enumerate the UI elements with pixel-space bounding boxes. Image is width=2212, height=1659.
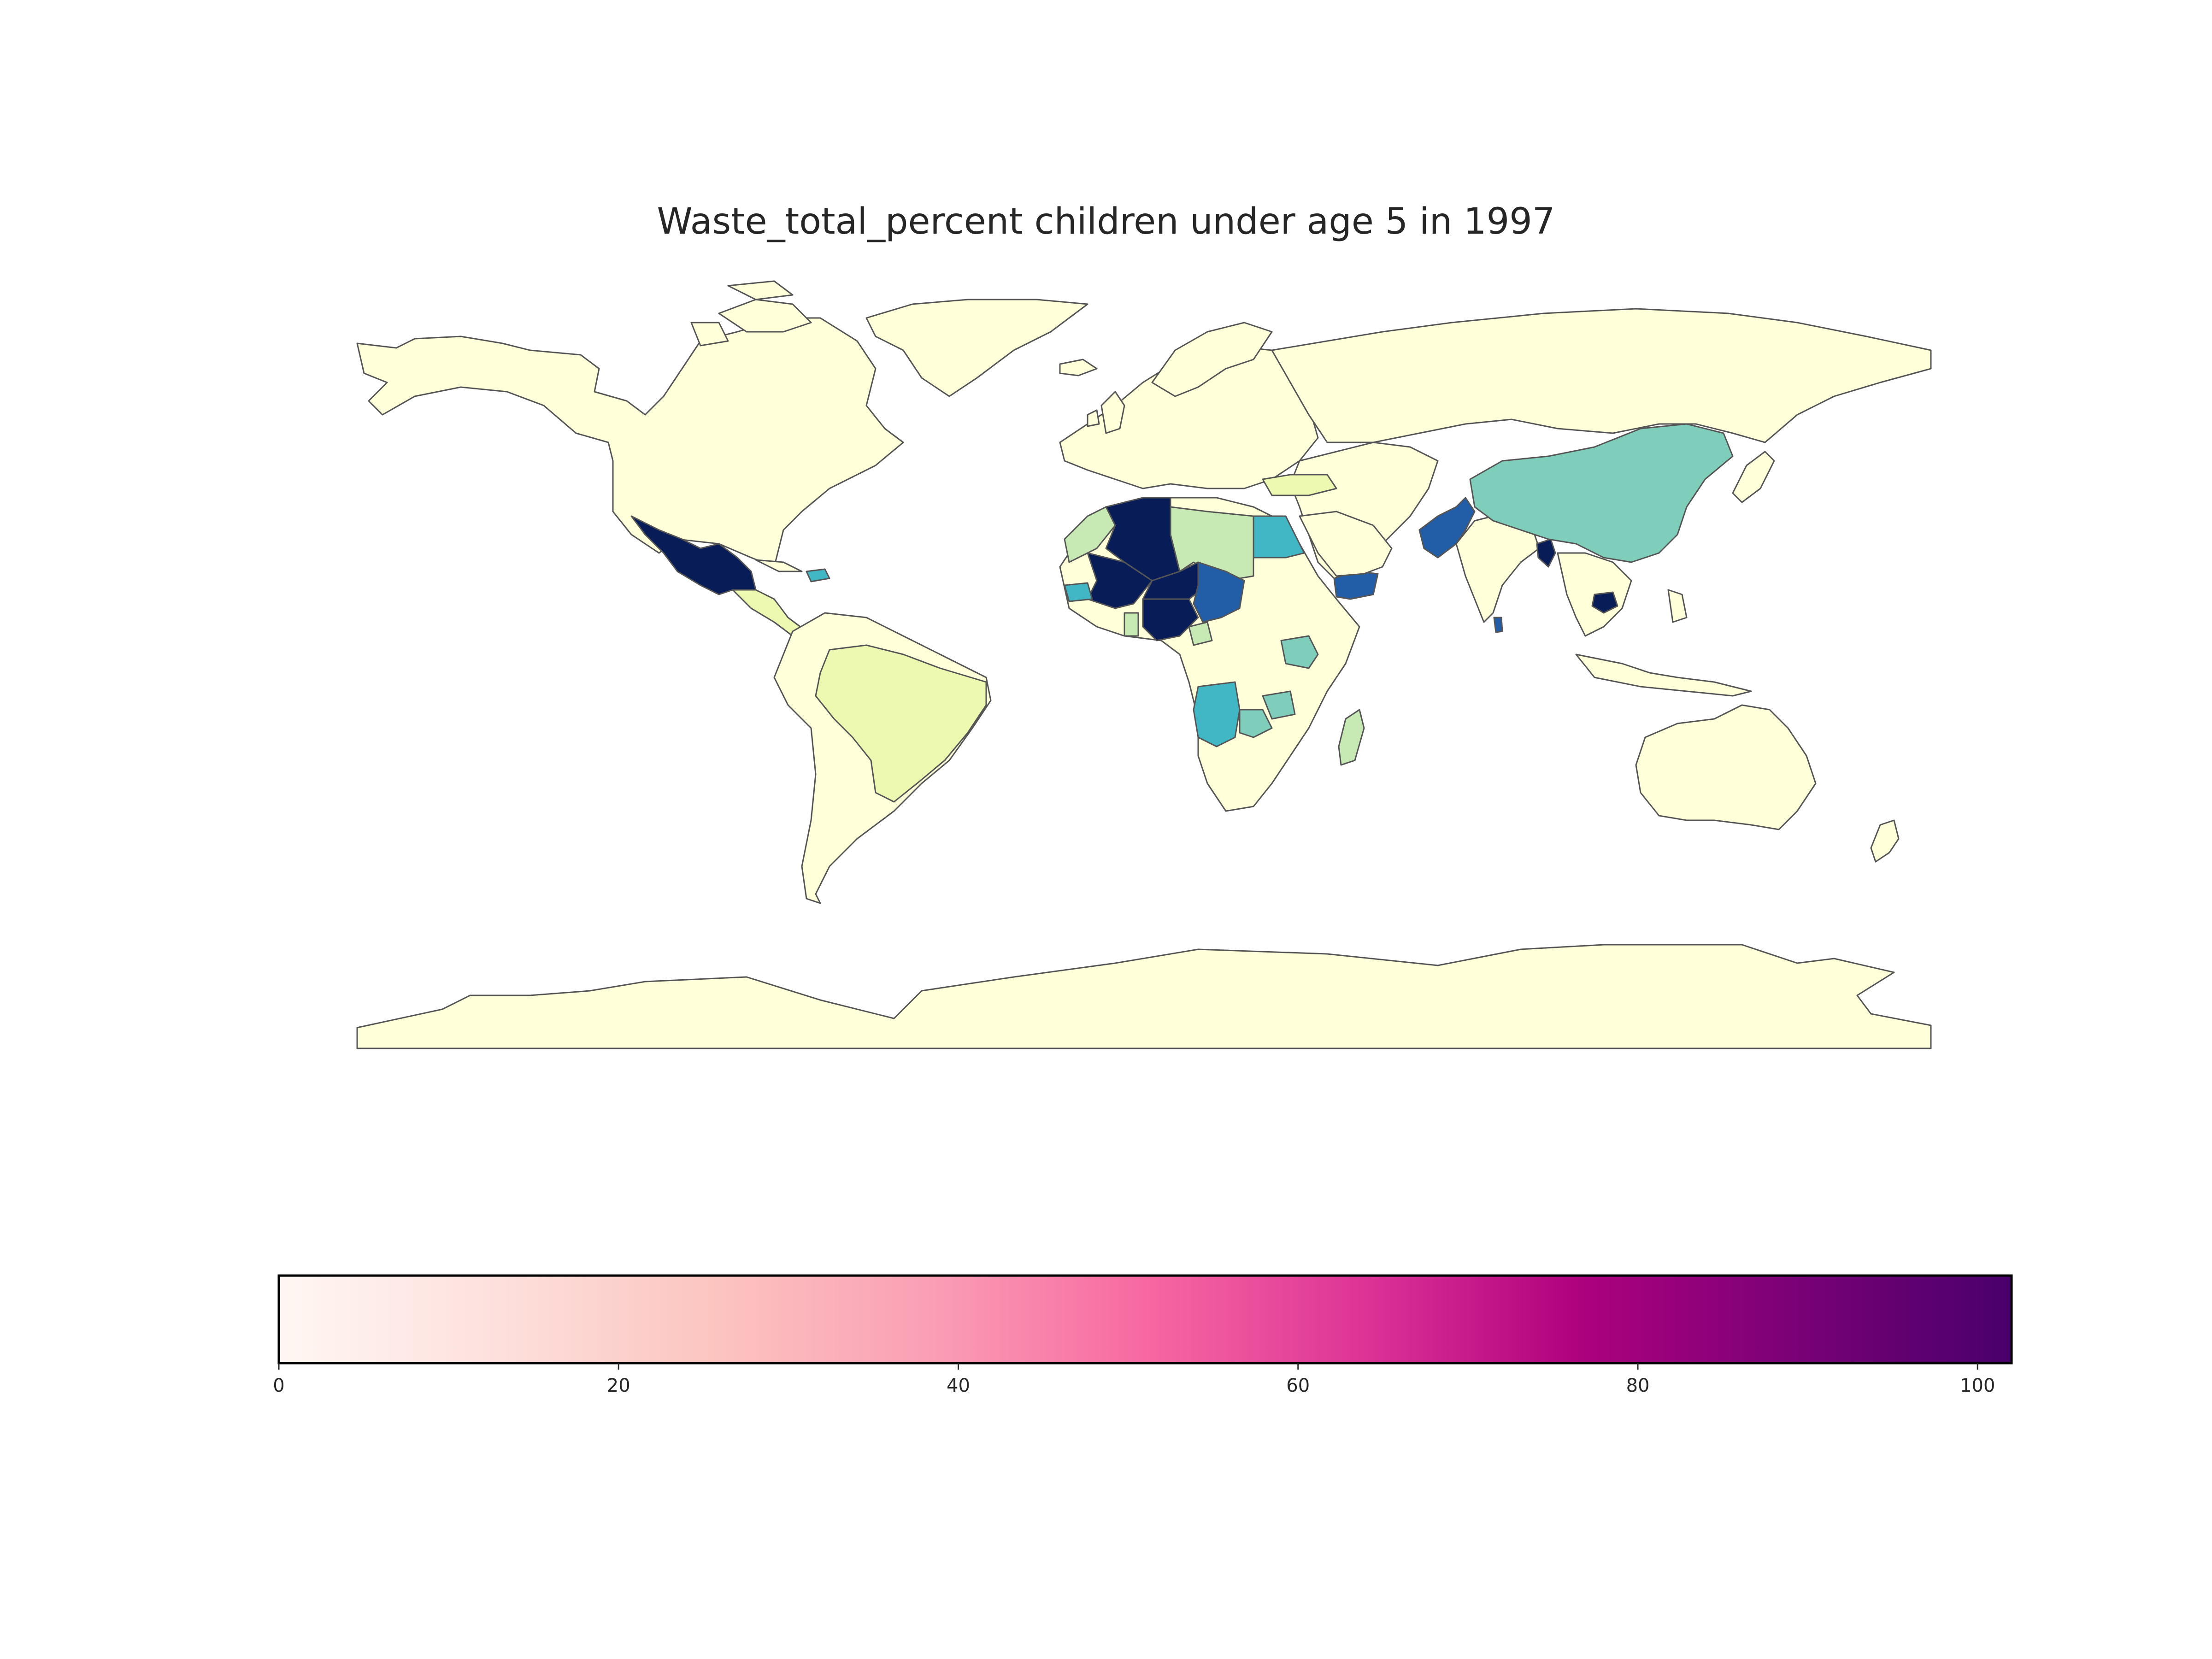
map-title: Waste_total_percent children under age 5…	[657, 201, 1555, 242]
region-nigeria	[1142, 598, 1199, 641]
region-russia	[1271, 308, 1932, 443]
region-new-zealand	[1870, 819, 1900, 863]
region-caribbean	[806, 568, 830, 582]
region-kenya	[1280, 635, 1319, 669]
region-iceland	[1059, 359, 1098, 377]
region-japan	[1732, 451, 1775, 503]
region-west-africa	[1124, 612, 1213, 646]
region-sri-lanka	[1493, 617, 1503, 633]
colorbar-tick-label: 40	[947, 1375, 970, 1396]
region-greenland	[865, 299, 1088, 397]
region-scandinavia	[1151, 322, 1273, 397]
colorbar-bar	[277, 1274, 2013, 1365]
colorbar-tick-label: 100	[1960, 1375, 1995, 1396]
colorbar: 0 20 40 60 80 100	[273, 1274, 2013, 1396]
region-angola	[1193, 681, 1241, 747]
region-brazil	[815, 644, 987, 803]
region-north-america	[356, 317, 904, 568]
region-madagascar	[1338, 709, 1365, 766]
region-philippines	[1667, 589, 1688, 623]
region-australia	[1635, 704, 1817, 830]
region-chad	[1193, 561, 1245, 623]
region-antarctica	[356, 944, 1932, 1049]
region-indonesia	[1575, 653, 1752, 697]
world-map	[356, 280, 1932, 1049]
region-senegal	[1064, 582, 1093, 602]
region-cambodia	[1591, 591, 1618, 614]
region-tanzania	[1262, 690, 1296, 720]
colorbar-tick-label: 80	[1626, 1375, 1650, 1396]
colorbar-tick-label: 20	[607, 1375, 630, 1396]
region-zambia	[1239, 709, 1273, 738]
region-china	[1469, 423, 1734, 563]
region-europe	[1059, 345, 1319, 489]
colorbar-tick-label: 0	[273, 1375, 284, 1396]
region-mali	[1087, 552, 1153, 609]
region-arctic-islands	[690, 280, 812, 347]
region-turkey	[1262, 474, 1337, 496]
colorbar-ticks: 0 20 40 60 80 100	[273, 1363, 1995, 1396]
region-arabia	[1299, 511, 1393, 577]
colorbar-tick-label: 60	[1286, 1375, 1310, 1396]
region-bangladesh	[1536, 538, 1556, 568]
region-uk	[1087, 391, 1125, 434]
region-cuba	[755, 559, 803, 572]
region-egypt	[1253, 515, 1305, 559]
region-pakistan	[1418, 497, 1476, 559]
